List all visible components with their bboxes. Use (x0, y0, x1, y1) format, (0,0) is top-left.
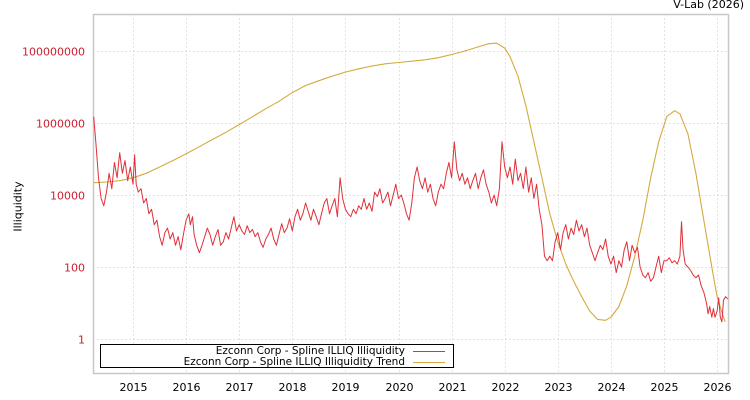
x-tick-label: 2026 (704, 381, 732, 394)
legend-label: Ezconn Corp - Spline ILLIQ Illiquidity T… (183, 356, 405, 368)
x-tick-label: 2025 (651, 381, 679, 394)
chart-credit: V-Lab (2026) (673, 0, 744, 11)
y-axis-label: Illiquidity (11, 181, 25, 232)
legend: Ezconn Corp - Spline ILLIQ Illiquidity E… (100, 344, 454, 368)
y-tick-label: 1 (78, 334, 85, 347)
legend-item-trend: Ezconn Corp - Spline ILLIQ Illiquidity T… (184, 356, 445, 368)
x-tick-label: 2016 (173, 381, 201, 394)
x-tick-label: 2015 (120, 381, 148, 394)
legend-item-illiquidity: Ezconn Corp - Spline ILLIQ Illiquidity (216, 345, 445, 357)
y-axis-tick-labels: 1 100 10000 1000000 100000000 (22, 46, 85, 347)
legend-swatch-red (413, 350, 445, 352)
illiquidity-line (93, 116, 729, 323)
y-tick-label: 100 (64, 262, 85, 275)
x-tick-label: 2022 (492, 381, 520, 394)
x-tick-label: 2019 (332, 381, 360, 394)
y-tick-label: 1000000 (36, 118, 85, 131)
series-lines (93, 42, 729, 323)
x-tick-label: 2018 (279, 381, 307, 394)
legend-label: Ezconn Corp - Spline ILLIQ Illiquidity (215, 345, 405, 357)
x-tick-label: 2023 (545, 381, 573, 394)
x-tick-label: 2020 (386, 381, 414, 394)
y-tick-label: 100000000 (22, 46, 85, 59)
legend-swatch-gold (413, 361, 445, 363)
x-tick-label: 2024 (598, 381, 626, 394)
x-tick-label: 2021 (439, 381, 467, 394)
x-tick-label: 2017 (226, 381, 254, 394)
plot-area (92, 13, 730, 375)
y-tick-label: 10000 (50, 190, 85, 203)
x-axis-tick-labels: 2015 2016 2017 2018 2019 2020 2021 2022 2023 2024… (120, 381, 732, 394)
illiquidity-trend-line (93, 42, 726, 322)
